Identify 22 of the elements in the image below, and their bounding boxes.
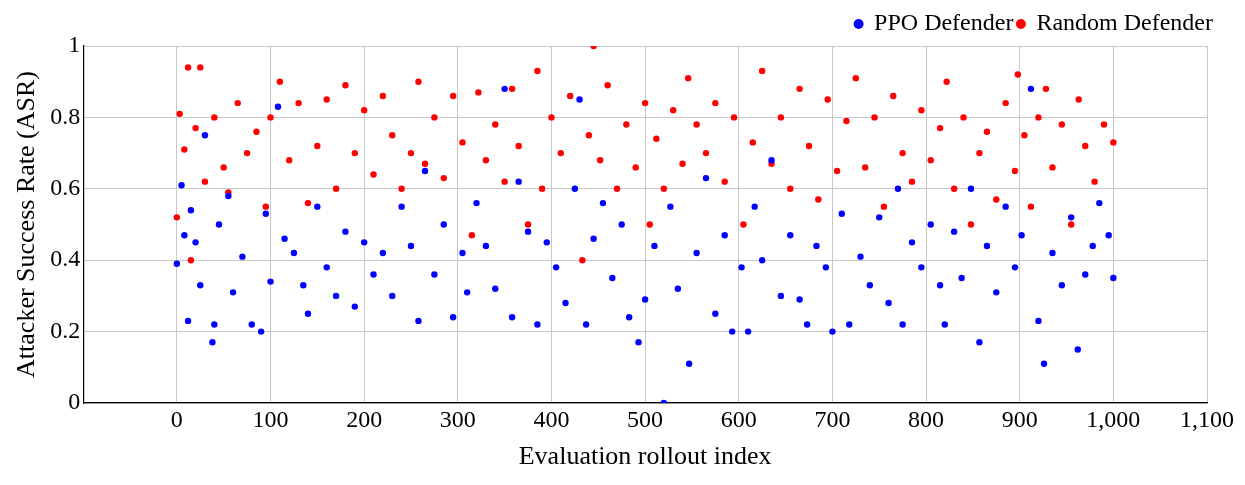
x-tick-label: 600 (720, 405, 757, 432)
x-axis-title: Evaluation rollout index (518, 441, 772, 471)
x-tick-label: 900 (1001, 405, 1038, 432)
x-tick-label: 1,000 (1086, 405, 1141, 432)
x-tick-label: 500 (627, 405, 664, 432)
x-tick-label: 700 (814, 405, 851, 432)
x-tick-label: 400 (533, 405, 570, 432)
x-tick-label: 0 (170, 405, 183, 432)
y-tick-label: 0.6 (50, 174, 81, 201)
y-tick-label: 0.8 (50, 102, 81, 129)
x-tick-label: 300 (439, 405, 476, 432)
y-axis-title: Attacker Success Rate (ASR) (11, 71, 41, 378)
x-tick-label: 800 (908, 405, 945, 432)
legend-label: PPO Defender (874, 9, 1014, 36)
y-tick-label: 1 (68, 31, 81, 58)
y-tick-label: 0.4 (50, 245, 81, 272)
legend-label: Random Defender (1036, 9, 1214, 36)
y-tick-label: 0.2 (50, 316, 81, 343)
y-tick-label: 0 (68, 388, 81, 415)
x-tick-label: 1,100 (1180, 405, 1234, 432)
x-tick-label: 100 (252, 405, 289, 432)
x-tick-label: 200 (346, 405, 383, 432)
